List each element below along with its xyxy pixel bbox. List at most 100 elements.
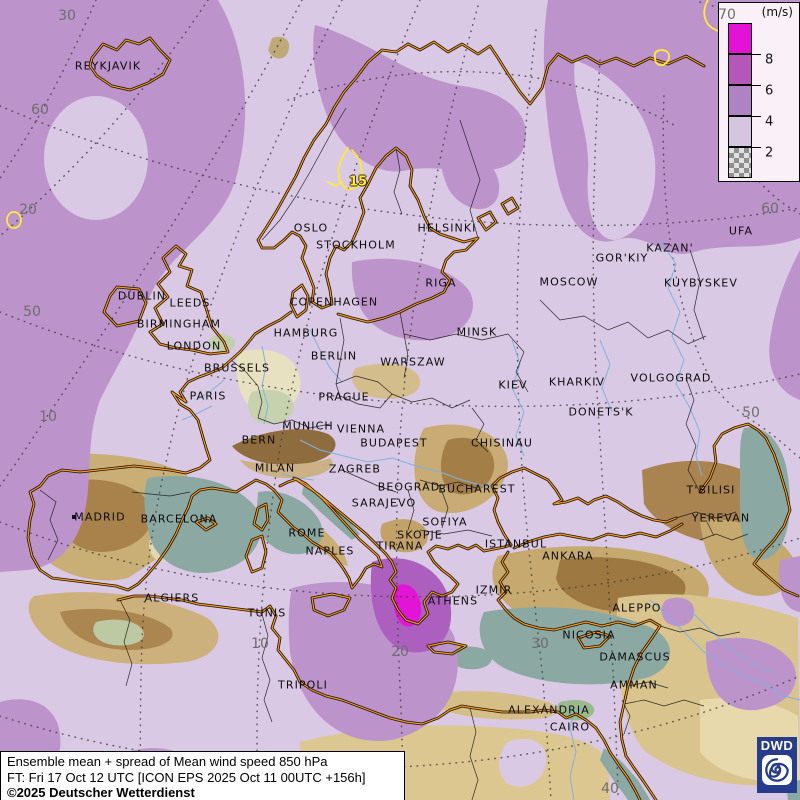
city-label-munich: MUNICH [282,419,334,433]
info-title: Ensemble mean + spread of Mean wind spee… [7,754,328,769]
legend-tick [752,147,761,148]
info-forecast-time: FT: Fri 17 Oct 12 UTC [ICON EPS 2025 Oct… [7,769,366,785]
graticule-label: 50 [742,405,760,421]
graticule-label: 20 [19,202,37,218]
graticule-label: 50 [23,304,41,320]
city-label-minsk: MINSK [456,325,498,339]
city-label-prague: PRAGUE [318,390,370,404]
city-label-damascus: DAMASCUS [599,650,671,664]
city-label-madrid: MADRID [74,510,126,524]
legend-swatch-below-2 [728,147,752,178]
city-label-copenhagen: COPENHAGEN [289,295,379,309]
city-label-sofiya: SOFIYA [422,515,468,529]
city-label-paris: PARIS [189,389,227,403]
dwd-spiral-icon [762,755,792,785]
legend-swatch-gte-8 [728,23,752,54]
spread-2-4-holes [44,60,656,787]
legend-tick-label: 2 [765,145,774,161]
city-label-yerevan: YEREVAN [691,511,751,525]
legend-swatch-6-8 [728,54,752,85]
city-label-ankara: ANKARA [542,549,594,563]
city-label-alexandria: ALEXANDRIA [508,703,590,717]
city-label-tripoli: TRIPOLI [278,678,328,692]
city-label-aleppo: ALEPPO [612,601,662,615]
city-label-reykjavik: REYKJAVIK [74,59,142,73]
city-label-birmingham: BIRMINGHAM [136,317,222,331]
city-label-athens: ATHENS [427,594,479,608]
city-label-tirana: TIRANA [376,539,424,553]
city-label-milan: MILAN [254,461,296,475]
city-label-brussels: BRUSSELS [203,361,271,375]
city-label-kiev: KIEV [498,378,528,392]
legend-unit-label: (m/s) [761,5,793,19]
city-label-beograd: BEOGRAD [377,480,441,494]
city-label-donets'k: DONETS'K [568,405,634,419]
city-label-dublin: DUBLIN [117,289,167,303]
city-label-vienna: VIENNA [336,422,386,436]
city-label-moscow: MOSCOW [539,275,599,289]
legend-tick-label: 4 [765,114,774,130]
map-info-box: Ensemble mean + spread of Mean wind spee… [0,751,405,800]
dwd-logo-text: DWD [760,738,794,753]
wind-speed-legend: (m/s) 8 6 4 2 [718,2,800,182]
legend-tick-label: 8 [765,52,774,68]
legend-tick-label: 6 [765,83,774,99]
city-label-volgograd: VOLGOGRAD [630,371,712,385]
city-label-oslo: OSLO [293,221,329,235]
city-label-naples: NAPLES [305,544,355,558]
city-label-leeds: LEEDS [169,296,211,310]
legend-tick [752,116,761,117]
city-label-berlin: BERLIN [310,349,358,363]
city-label-hamburg: HAMBURG [273,326,339,340]
city-label-warszaw: WARSZAW [380,355,446,369]
city-label-nicosia: NICOSIA [562,628,616,642]
city-label-bucharest: BUCHAREST [438,482,516,496]
dwd-logo: DWD [757,737,797,793]
graticule-label: 30 [58,8,76,24]
city-label-kazan': KAZAN' [646,241,694,255]
sea-layer [144,427,800,800]
info-copyright: ©2025 Deutscher Wetterdienst [7,785,195,800]
city-label-riga: RIGA [425,276,457,290]
city-label-chisinau: CHISINAU [470,436,534,450]
city-label-bern: BERN [241,433,277,447]
graticule-label: 10 [39,409,57,425]
contour-value-label: 15 [348,174,368,190]
city-label-london: LONDON [166,339,222,353]
city-label-sarajevo: SARAJEVO [351,496,417,510]
border-layer [39,107,749,800]
legend-tick [752,54,761,55]
city-label-barcelona: BARCELONA [140,512,218,526]
city-label-rome: ROME [288,526,326,540]
city-label-algiers: ALGIERS [144,591,200,605]
graticule-label: 70 [718,7,736,23]
city-label-amman: AMMAN [610,678,658,692]
city-label-cairo: CAIRO [549,720,591,734]
graticule-label: 60 [31,102,49,118]
graticule-label: 60 [761,201,779,217]
graticule-label: 40 [601,781,619,797]
city-label-zagreb: ZAGREB [328,462,382,476]
river-layer [181,239,800,800]
city-label-helsinki: HELSINKI [417,221,477,235]
city-label-kuybyskev: KUYBYSKEV [664,276,738,290]
city-label-tunis: TUNIS [247,606,287,620]
city-label-budapest: BUDAPEST [360,436,428,450]
city-label-izmir: IZMIR [475,583,513,597]
graticule-label: 30 [531,636,549,652]
graticule-label: 20 [391,644,409,660]
city-label-stockholm: STOCKHOLM [316,238,396,252]
city-marker [72,515,76,519]
city-label-istanbul: ISTANBUL [484,537,548,551]
legend-tick [752,85,761,86]
legend-swatch-4-6 [728,85,752,116]
city-label-ufa: UFA [728,224,754,238]
city-label-skopje: SKOPJE [397,528,443,542]
city-label-t'bilisi: T'BILISI [686,483,736,497]
graticule-label: 10 [251,636,269,652]
city-label-gor'kiy: GOR'KIY [595,251,649,265]
legend-swatch-2-4 [728,116,752,147]
